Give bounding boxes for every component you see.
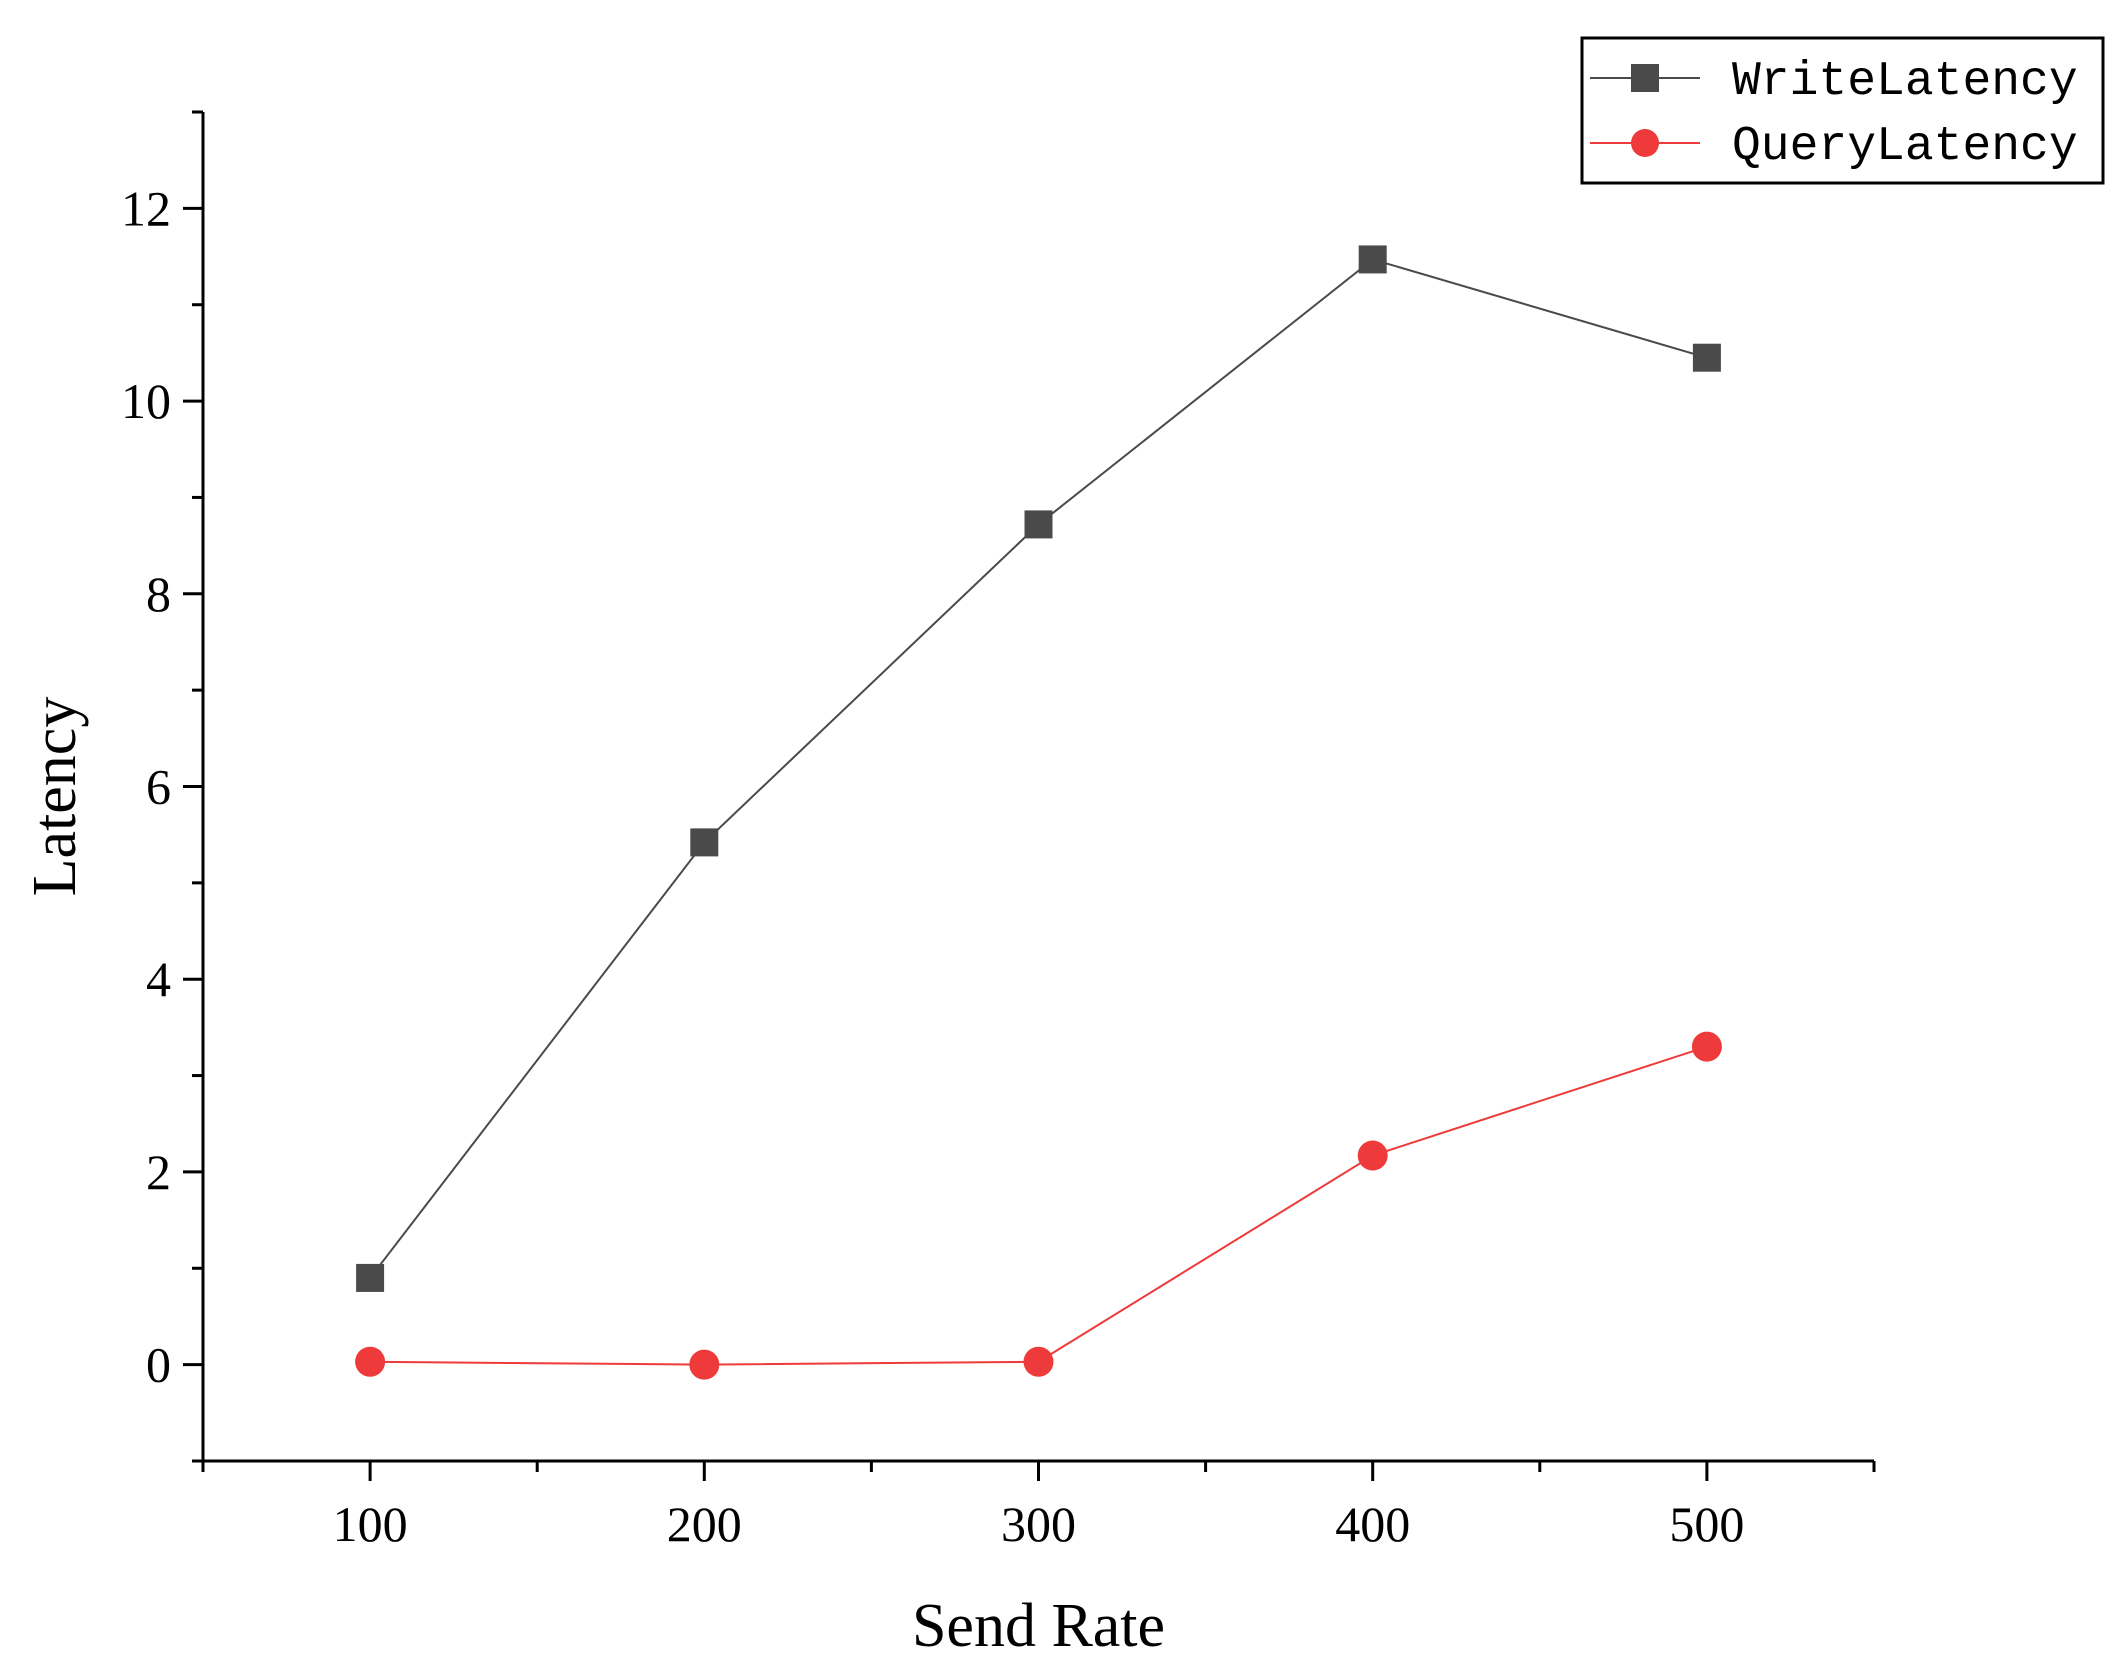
data-point-circle [1023, 1346, 1054, 1377]
y-tick-label: 12 [121, 180, 171, 236]
legend: WriteLatency QueryLatency [1580, 36, 2105, 185]
data-point-square [1692, 343, 1721, 372]
series-line-QueryLatency [370, 1045, 1708, 1366]
x-tick-label: 200 [667, 1496, 742, 1552]
legend-label: QueryLatency [1732, 120, 2078, 174]
data-point-circle [1691, 1031, 1722, 1062]
data-point-square [356, 1263, 385, 1292]
x-ticks: 100 200 300 400 500 [201, 1461, 1876, 1552]
data-point-square [690, 828, 719, 857]
y-tick-label: 4 [146, 951, 171, 1007]
data-point-circle [1357, 1140, 1388, 1171]
x-axis-title: Send Rate [912, 1592, 1165, 1660]
y-tick-label: 8 [146, 566, 171, 622]
y-tick-label: 10 [121, 373, 171, 429]
y-ticks: 0 2 4 6 8 10 12 [121, 110, 203, 1463]
data-point-square [1024, 510, 1053, 539]
y-tick-label: 6 [146, 759, 171, 815]
data-point-square [1358, 245, 1387, 274]
y-tick-label: 0 [146, 1337, 171, 1393]
legend-marker-circle [1631, 129, 1659, 157]
series-layer [355, 245, 1722, 1380]
x-tick-label: 100 [333, 1496, 408, 1552]
y-axis-title: Latency [21, 697, 89, 897]
x-tick-label: 400 [1335, 1496, 1410, 1552]
x-tick-label: 300 [1001, 1496, 1076, 1552]
data-point-circle [355, 1346, 386, 1377]
x-tick-label: 500 [1669, 1496, 1744, 1552]
legend-label: WriteLatency [1732, 55, 2078, 109]
legend-box [1580, 36, 2105, 185]
series-line-WriteLatency [369, 258, 1708, 1279]
y-tick-label: 2 [146, 1144, 171, 1200]
axes: 0 2 4 6 8 10 12 100 200 300 400 500 [121, 110, 1876, 1552]
data-point-circle [689, 1349, 720, 1380]
legend-marker-square [1631, 64, 1659, 92]
legend-entries: WriteLatency QueryLatency [1590, 55, 2078, 174]
